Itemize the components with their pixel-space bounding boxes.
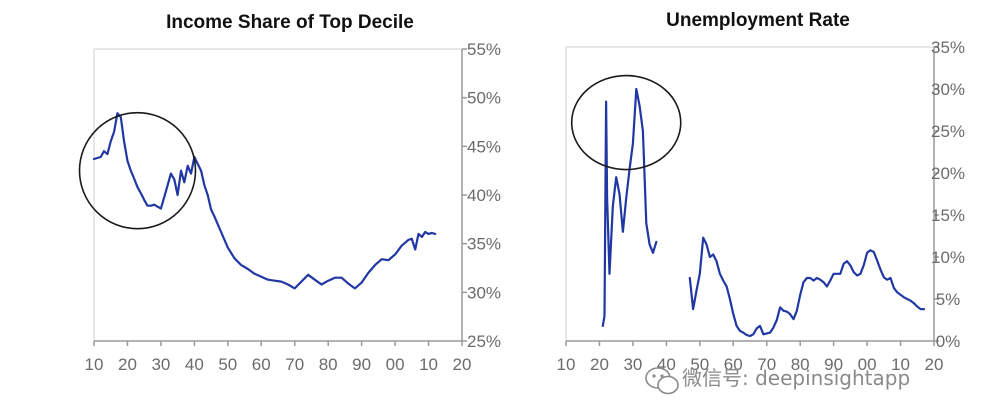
x-tick-label: 10 [557,355,576,374]
watermark: 微信号: deepinsightapp [645,366,910,395]
x-tick-label: 50 [690,355,709,374]
y-tick-label: 30% [467,283,501,302]
watermark-text: 微信号: deepinsightapp [682,366,910,390]
highlight-circle [570,74,682,171]
chart-title: Income Share of Top Decile [166,12,414,33]
wechat-icon [645,367,679,395]
y-tick-label: 15% [931,206,965,225]
x-tick-label: 60 [724,355,743,374]
y-tick-label: 25% [931,122,965,141]
chart-panel-1: Income Share of Top Decile 25% 30% 35% 40% 45… [78,12,501,374]
x-tick-label: 30 [623,355,642,374]
x-tick-label: 70 [285,355,304,374]
x-tick-label: 20 [925,355,944,374]
y-tick-label: 25% [467,332,501,351]
x-tick-label: 10 [891,355,910,374]
y-tick-label: 50% [467,89,501,108]
y-tick-label: 35% [931,38,965,57]
y-tick-label: 35% [467,235,501,254]
y-tick-label: 5% [936,290,961,309]
y-tick-label: 20% [931,164,965,183]
x-tick-label: 90 [824,355,843,374]
chart-panel-2: Unemployment Rate 0% 5% 10% 15% 20% 25% 30% 35% 1… [557,10,965,374]
y-tick-label: 10% [931,248,965,267]
x-tick-label: 60 [252,355,271,374]
x-tick-label: 20 [590,355,609,374]
x-tick-label: 90 [352,355,371,374]
y-tick-label: 0% [936,332,961,351]
x-tick-label: 10 [85,355,104,374]
x-tick-label: 00 [858,355,877,374]
y-tick-label: 45% [467,137,501,156]
x-tick-label: 30 [151,355,170,374]
series-line-1 [92,112,437,290]
x-tick-label: 10 [419,355,438,374]
highlight-circle [78,111,197,230]
x-tick-label: 50 [218,355,237,374]
series-line-2 [688,236,926,338]
y-tick-label: 40% [467,186,501,205]
x-tick-label: 80 [319,355,338,374]
series-line-1 [601,87,658,327]
y-tick-label: 30% [931,80,965,99]
chart-title: Unemployment Rate [666,10,850,31]
x-tick-label: 80 [791,355,810,374]
x-tick-label: 70 [757,355,776,374]
x-tick-label: 40 [185,355,204,374]
x-tick-label: 20 [453,355,472,374]
x-tick-label: 20 [118,355,137,374]
x-tick-label: 00 [386,355,405,374]
y-tick-label: 55% [467,40,501,59]
